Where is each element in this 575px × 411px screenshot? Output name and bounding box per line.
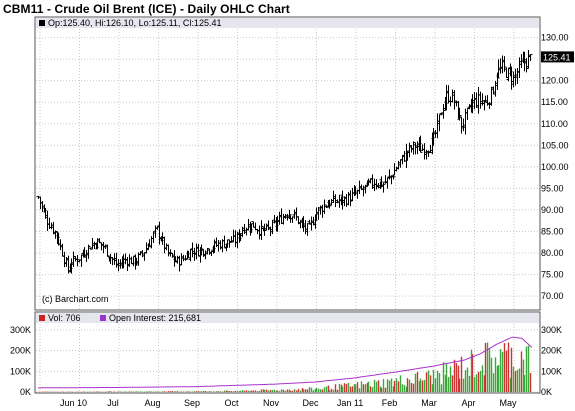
volume-y-axis-right: 0K 100K 200K 300K: [541, 325, 562, 397]
volume-y-tick-label-left: 200K: [10, 346, 31, 356]
price-y-tick-label: 90.00: [541, 205, 564, 215]
x-tick-label: Sep: [184, 398, 200, 408]
volume-y-tick-label-right: 300K: [541, 325, 562, 335]
chart-title: CBM11 - Crude Oil Brent (ICE) - Daily OH…: [3, 2, 290, 16]
volume-panel-frame: [34, 311, 541, 394]
price-legend: Op:125.40, Hi:126.10, Lo:125.11, Cl:125.…: [48, 18, 221, 28]
price-y-tick-label: 95.00: [541, 183, 564, 193]
last-price-label: 125.41: [543, 52, 571, 62]
price-y-tick-label: 75.00: [541, 270, 564, 280]
x-tick-label: Jan 11: [337, 398, 363, 408]
x-tick-label: Dec: [303, 398, 320, 408]
price-panel-frame: [34, 16, 541, 311]
volume-y-tick-label-left: 300K: [10, 325, 31, 335]
x-tick-label: Apr: [462, 398, 476, 408]
ohlc-bar: [105, 244, 110, 257]
x-tick-label: Jul: [107, 398, 119, 408]
x-tick-label: Nov: [263, 398, 280, 408]
x-tick-label: Aug: [145, 398, 161, 408]
ohlc-bar: [348, 190, 353, 207]
price-legend-bar: [36, 18, 539, 28]
price-y-tick-label: 80.00: [541, 248, 564, 258]
price-y-tick-label: 100.00: [541, 162, 569, 172]
price-y-tick-label: 130.00: [541, 33, 569, 43]
price-y-tick-label: 115.00: [541, 97, 568, 107]
ohlc-bar: [287, 209, 292, 219]
volume-y-axis-left: 0K 100K 200K 300K: [10, 325, 31, 397]
ohlc-bar: [391, 175, 396, 180]
price-bars: [36, 50, 533, 274]
ohlc-bar: [259, 220, 264, 241]
x-tick-label: Feb: [382, 398, 398, 408]
ohlc-bar: [305, 223, 310, 236]
volume-y-tick-label-right: 200K: [541, 346, 562, 356]
volume-y-tick-label-right: 0K: [541, 387, 552, 397]
ohlc-bar: [457, 107, 462, 121]
x-tick-label: Jun 10: [60, 398, 87, 408]
price-y-tick-label: 85.00: [541, 226, 564, 236]
volume-grid: [36, 324, 539, 393]
volume-y-tick-label-right: 100K: [541, 366, 562, 376]
volume-legend-label: Vol: 706: [48, 313, 81, 323]
volume-legend-bar: [36, 313, 539, 323]
price-legend-swatch: [39, 20, 45, 26]
price-y-tick-label: 120.00: [541, 76, 569, 86]
ohlc-bar: [205, 248, 210, 255]
price-y-tick-label: 105.00: [541, 140, 569, 150]
last-price-box: [541, 51, 574, 63]
ohlc-bar: [86, 244, 91, 259]
volume-y-tick-label-left: 0K: [20, 387, 31, 397]
open-interest-line: [38, 336, 533, 389]
x-tick-label: Oct: [225, 398, 240, 408]
x-tick-label: May: [500, 398, 518, 408]
x-axis: Jun 10 Jul Aug Sep Oct Nov Dec Jan 11 Feb Mar Apr M…: [60, 398, 517, 408]
price-y-tick-label: 110.00: [541, 119, 568, 129]
ohlc-bar: [482, 100, 487, 111]
ohlc-bar: [262, 223, 267, 236]
price-y-axis: 70.00 75.00 80.00 85.00 90.00 95.00 100.00 105.…: [541, 33, 569, 301]
open-interest-legend-swatch: [100, 315, 106, 321]
credit-text: (c) Barchart.com: [42, 294, 109, 304]
ohlc-bar: [411, 141, 416, 155]
ohlc-bar: [381, 182, 386, 193]
ohlc-bar: [437, 114, 442, 132]
volume-y-tick-label-left: 100K: [10, 366, 31, 376]
price-y-tick-label: 70.00: [541, 291, 564, 301]
x-tick-label: Mar: [421, 398, 437, 408]
ohlc-bar: [528, 54, 533, 62]
ohlc-bar: [183, 255, 188, 261]
ohlc-bar: [418, 135, 423, 153]
open-interest-legend-label: Open Interest: 215,681: [109, 313, 201, 323]
volume-legend-swatch: [39, 315, 45, 321]
